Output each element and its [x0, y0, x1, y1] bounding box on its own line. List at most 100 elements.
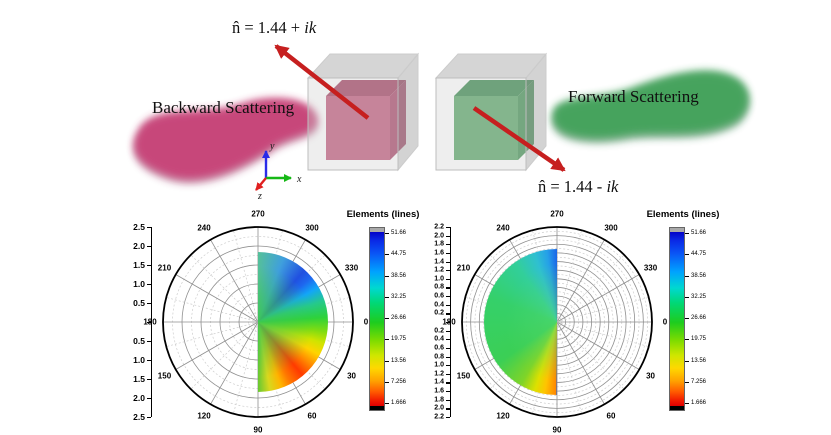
angular-tick-label: 330 — [643, 263, 658, 273]
radial-tick — [446, 373, 450, 375]
radial-tick-label: 1.4 — [434, 378, 444, 386]
radial-tick — [446, 339, 450, 341]
radial-tick-label: 0.4 — [434, 301, 444, 309]
x-axis-label: x — [296, 174, 302, 185]
colorbar-tick-label: 38.56 — [391, 272, 407, 279]
angular-tick-label: 0 — [363, 317, 369, 327]
radial-tick — [446, 330, 450, 332]
radial-tick — [446, 399, 450, 401]
colorbar-tick-label: 13.56 — [691, 357, 707, 364]
backward-scattering-blob — [133, 97, 318, 184]
radial-tick-label: 0.5 — [133, 336, 145, 346]
colorbar-tick-label: 19.75 — [691, 336, 707, 343]
colorbar-tick — [385, 275, 389, 277]
z-axis-arrow — [255, 177, 267, 191]
radial-tick-label: 1.6 — [434, 387, 444, 395]
colorbar-tick-label: 44.75 — [691, 251, 707, 258]
colorbar-tick — [685, 360, 689, 362]
radial-tick-label: 1.4 — [434, 258, 444, 266]
colorbar-tick — [685, 254, 689, 256]
radial-tick — [446, 391, 450, 393]
colorbar-tick — [685, 339, 689, 341]
radial-tick-label: 0.4 — [434, 335, 444, 343]
colorbar-tick-label: 38.56 — [691, 272, 707, 279]
angular-tick-label: 210 — [456, 263, 471, 273]
radial-tick — [446, 244, 450, 246]
colorbar-tick-label: 32.25 — [691, 293, 707, 300]
colorbar-tick — [385, 381, 389, 383]
colorbar-gradient — [669, 227, 685, 411]
colorbar-tick-label: 44.75 — [391, 251, 407, 258]
colorbar-gradient — [369, 227, 385, 411]
radial-tick-label: 2.0 — [133, 393, 145, 403]
radial-tick — [446, 408, 450, 410]
radial-tick — [147, 379, 151, 381]
radial-tick-label: 1.6 — [434, 249, 444, 257]
arrow-forward-icon — [472, 106, 566, 172]
colorbar-tick-label: 19.75 — [391, 336, 407, 343]
radial-tick-label: 2.0 — [434, 404, 444, 412]
radial-tick-label: 0.8 — [434, 353, 444, 361]
backward-scattering-label: Backward Scattering — [152, 98, 295, 117]
radial-tick — [147, 341, 151, 343]
green-core-cube — [434, 52, 548, 172]
radial-axis — [151, 227, 153, 417]
radial-tick — [446, 287, 450, 289]
angular-tick-label: 90 — [253, 425, 263, 435]
coordinate-axes-icon: y x z — [255, 141, 302, 200]
colorbar-tick — [385, 254, 389, 256]
angular-tick-label: 300 — [604, 223, 618, 233]
radial-tick — [446, 235, 450, 237]
angular-tick-label: 150 — [456, 371, 471, 381]
radial-tick-label: 2.2 — [434, 223, 444, 231]
radial-tick-label: 1.5 — [133, 374, 145, 384]
colorbar-tick-label: 51.66 — [691, 230, 707, 236]
colorbar-tick — [385, 296, 389, 298]
radial-tick-label: 0.8 — [434, 283, 444, 291]
colorbar-tick — [685, 275, 689, 277]
y-axis-label: y — [269, 141, 275, 152]
forward-scattering-label: Forward Scattering — [568, 87, 699, 106]
angular-tick-label: 60 — [606, 411, 616, 421]
angular-tick-label: 240 — [496, 223, 510, 233]
radial-tick — [446, 296, 450, 298]
radial-tick-label: 1.0 — [133, 279, 145, 289]
eq-minus-ik: ik — [606, 177, 619, 196]
angular-tick-label: 30 — [347, 371, 356, 381]
colorbar-tick-label: 7.256 — [391, 378, 407, 385]
radial-tick-label: 2.2 — [434, 413, 444, 421]
radial-tick — [147, 227, 151, 229]
radial-tick-label: 1.2 — [434, 266, 444, 274]
radial-tick-label: 2.0 — [434, 232, 444, 240]
forward-scattering-blob — [552, 70, 749, 144]
radial-tick — [147, 265, 151, 267]
colorbar-tick-label: 1.666 — [391, 400, 407, 406]
colorbar-tick-label: 51.66 — [391, 230, 407, 236]
angular-tick-label: 60 — [307, 411, 317, 421]
radial-tick-label: 0.6 — [434, 344, 444, 352]
radial-tick-label: 0.5 — [133, 298, 145, 308]
radial-tick-label: 1.2 — [434, 370, 444, 378]
radial-tick — [446, 252, 450, 255]
radial-tick-label: 2.5 — [133, 412, 145, 422]
colorbar-tick-label: 26.66 — [391, 315, 407, 321]
angular-tick-label: 210 — [157, 263, 172, 273]
eq-plus-text: n̂ = 1.44 + — [232, 18, 305, 37]
radial-tick-label: 1.8 — [434, 396, 444, 404]
radial-tick — [446, 417, 450, 419]
radial-tick-label: 2.0 — [133, 241, 145, 251]
refractive-index-label-plus: n̂ = 1.44 + ik — [232, 18, 316, 38]
radial-tick — [446, 365, 450, 367]
colorbar-tick — [385, 318, 389, 319]
angular-tick-label: 120 — [496, 411, 510, 421]
colorbar-tick — [685, 296, 689, 298]
radial-axis — [450, 227, 452, 417]
angular-tick-label: 270 — [550, 209, 564, 219]
angular-tick-label: 330 — [344, 263, 359, 273]
angular-tick-label: 120 — [197, 411, 211, 421]
colorbar-tick-label: 7.256 — [691, 378, 707, 385]
colorbar-title: Elements (lines) — [646, 209, 720, 220]
colorbar-tick-label: 1.666 — [691, 400, 707, 406]
radial-tick — [147, 417, 151, 419]
